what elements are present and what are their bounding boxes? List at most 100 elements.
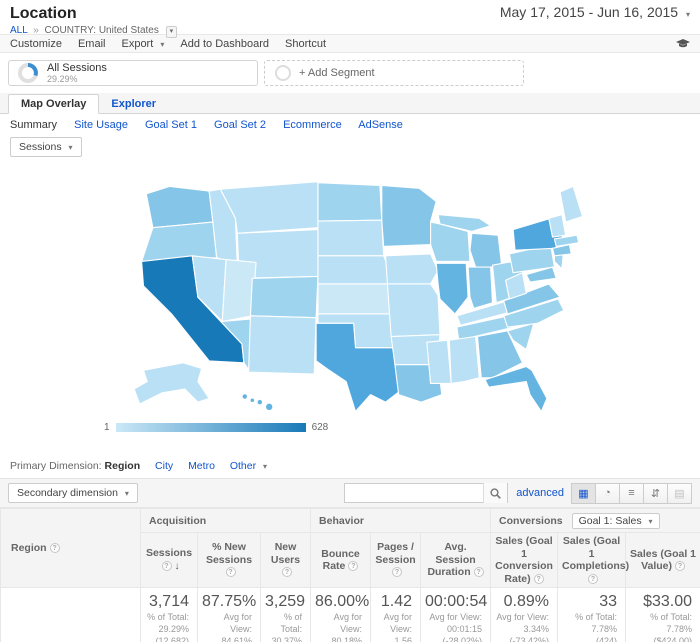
us-map-svg[interactable] bbox=[88, 162, 608, 420]
state-florida[interactable] bbox=[484, 365, 548, 413]
state-missouri[interactable] bbox=[386, 283, 441, 338]
caret-down-icon: ▾ bbox=[648, 516, 653, 526]
customize-button[interactable]: Customize bbox=[10, 37, 62, 50]
view-comparison-button[interactable]: ⇵ bbox=[643, 482, 668, 504]
state-massachusetts[interactable] bbox=[553, 234, 580, 247]
help-icon[interactable]: ? bbox=[588, 573, 599, 584]
state-montana[interactable] bbox=[219, 181, 319, 234]
segments-bar: All Sessions 29.29% + Add Segment bbox=[0, 53, 700, 93]
subnav-summary[interactable]: Summary bbox=[10, 119, 58, 131]
help-icon[interactable]: ? bbox=[533, 573, 544, 584]
help-icon[interactable]: ? bbox=[161, 560, 172, 571]
sort-desc-icon[interactable]: ↓ bbox=[174, 560, 180, 572]
state-hawaii[interactable] bbox=[264, 402, 274, 412]
search-input[interactable] bbox=[345, 484, 484, 502]
column-header-conversion-rate[interactable]: Sales (Goal 1 Conversion Rate)? bbox=[490, 531, 559, 589]
state-georgia[interactable] bbox=[476, 330, 524, 379]
state-oregon[interactable] bbox=[141, 221, 218, 263]
tab-map-overlay[interactable]: Map Overlay bbox=[8, 94, 100, 114]
state-north-carolina[interactable] bbox=[503, 298, 565, 328]
state-colorado[interactable] bbox=[249, 275, 319, 319]
column-header-pages-session[interactable]: Pages / Session? bbox=[370, 531, 422, 589]
state-alaska[interactable] bbox=[133, 362, 210, 405]
dimension-region[interactable]: Region bbox=[104, 460, 141, 472]
state-nebraska[interactable] bbox=[317, 255, 398, 285]
help-icon[interactable]: ? bbox=[675, 561, 685, 572]
breadcrumb-country: COUNTRY: United States bbox=[44, 25, 159, 36]
state-maine[interactable] bbox=[559, 185, 584, 223]
help-icon[interactable]: ? bbox=[225, 567, 236, 578]
graduation-cap-icon[interactable] bbox=[676, 38, 690, 49]
secondary-dimension-button[interactable]: Secondary dimension ▾ bbox=[8, 483, 138, 503]
subnav-goal-set-2[interactable]: Goal Set 2 bbox=[214, 119, 267, 131]
state-west-virginia[interactable] bbox=[505, 272, 527, 300]
breadcrumb-dropdown[interactable]: ▾ bbox=[165, 26, 178, 38]
state-indiana[interactable] bbox=[467, 266, 494, 309]
state-hawaii[interactable] bbox=[249, 397, 256, 404]
view-performance-button[interactable]: ≡ bbox=[619, 482, 644, 504]
state-new-mexico[interactable] bbox=[247, 315, 317, 375]
goal-select-dropdown[interactable]: Goal 1: Sales ▾ bbox=[571, 512, 660, 529]
page-title: Location bbox=[10, 5, 77, 22]
dimension-metro[interactable]: Metro bbox=[188, 460, 215, 472]
subnav-ecommerce[interactable]: Ecommerce bbox=[283, 119, 342, 131]
add-segment-button[interactable]: + Add Segment bbox=[264, 60, 524, 86]
dimension-city[interactable]: City bbox=[155, 460, 174, 472]
caret-down-icon: ▾ bbox=[169, 28, 174, 35]
shortcut-button[interactable]: Shortcut bbox=[285, 37, 326, 50]
state-michigan[interactable] bbox=[469, 232, 503, 268]
breadcrumb-all-link[interactable]: ALL bbox=[10, 25, 28, 36]
email-button[interactable]: Email bbox=[77, 37, 106, 50]
state-iowa[interactable] bbox=[384, 253, 439, 285]
state-hawaii[interactable] bbox=[241, 393, 249, 400]
state-vermont-nh[interactable] bbox=[548, 213, 567, 238]
help-icon[interactable]: ? bbox=[49, 543, 60, 554]
segment-label: All Sessions bbox=[47, 62, 107, 74]
state-maryland[interactable] bbox=[525, 266, 557, 283]
column-header-bounce-rate[interactable]: Bounce Rate? bbox=[310, 531, 372, 589]
metric-select-button[interactable]: Sessions ▾ bbox=[10, 137, 82, 157]
state-texas[interactable] bbox=[315, 322, 411, 413]
state-virginia[interactable] bbox=[503, 283, 561, 315]
breadcrumb: ALL » COUNTRY: United States ▾ bbox=[10, 25, 690, 38]
state-hawaii[interactable] bbox=[256, 398, 264, 406]
column-header-region[interactable]: Region? bbox=[0, 507, 141, 589]
column-header-avg-duration[interactable]: Avg. Session Duration? bbox=[420, 531, 492, 589]
subnav-adsense[interactable]: AdSense bbox=[358, 119, 403, 131]
view-table-button[interactable]: ▦ bbox=[571, 482, 596, 504]
state-alabama[interactable] bbox=[448, 335, 480, 384]
column-header-goal-value[interactable]: Sales (Goal 1 Value)? bbox=[625, 531, 700, 589]
state-minnesota[interactable] bbox=[381, 184, 437, 247]
add-to-dashboard-button[interactable]: Add to Dashboard bbox=[180, 37, 270, 50]
column-header-completions[interactable]: Sales (Goal 1 Completions)? bbox=[557, 531, 629, 589]
state-south-carolina[interactable] bbox=[506, 322, 535, 351]
view-percentage-button[interactable]: ◔ bbox=[595, 482, 620, 504]
state-washington[interactable] bbox=[145, 185, 214, 229]
search-button[interactable] bbox=[483, 483, 508, 503]
help-icon[interactable]: ? bbox=[348, 561, 359, 572]
help-icon[interactable]: ? bbox=[473, 567, 484, 578]
tab-explorer[interactable]: Explorer bbox=[111, 98, 157, 110]
export-button[interactable]: Export ▾ bbox=[121, 37, 165, 50]
state-illinois[interactable] bbox=[435, 262, 469, 315]
state-north-dakota[interactable] bbox=[317, 182, 383, 222]
advanced-search-link[interactable]: advanced bbox=[516, 487, 564, 499]
totals-row: 3,714% of Total: 29.29% (12,682) 87.75% A… bbox=[0, 587, 700, 642]
state-south-dakota[interactable] bbox=[317, 219, 385, 257]
subnav-goal-set-1[interactable]: Goal Set 1 bbox=[145, 119, 197, 131]
dimension-other[interactable]: Other ▾ bbox=[229, 460, 268, 472]
column-header-pct-new-sessions[interactable]: % New Sessions? bbox=[197, 531, 261, 589]
state-connecticut[interactable] bbox=[551, 243, 572, 257]
subnav-site-usage[interactable]: Site Usage bbox=[74, 119, 128, 131]
state-kansas[interactable] bbox=[317, 283, 400, 315]
segment-donut-icon bbox=[18, 63, 38, 83]
date-range-selector[interactable]: May 17, 2015 - Jun 16, 2015 ▾ bbox=[500, 4, 690, 20]
view-pivot-button[interactable]: ▤ bbox=[667, 482, 692, 504]
column-header-sessions[interactable]: Sessions? ↓ bbox=[140, 531, 198, 589]
state-michigan-upper[interactable] bbox=[437, 213, 492, 232]
state-mississippi[interactable] bbox=[426, 339, 452, 384]
column-header-new-users[interactable]: New Users? bbox=[259, 531, 312, 589]
help-icon[interactable]: ? bbox=[282, 567, 292, 578]
help-icon[interactable]: ? bbox=[392, 567, 403, 578]
segment-all-sessions[interactable]: All Sessions 29.29% bbox=[8, 60, 258, 86]
